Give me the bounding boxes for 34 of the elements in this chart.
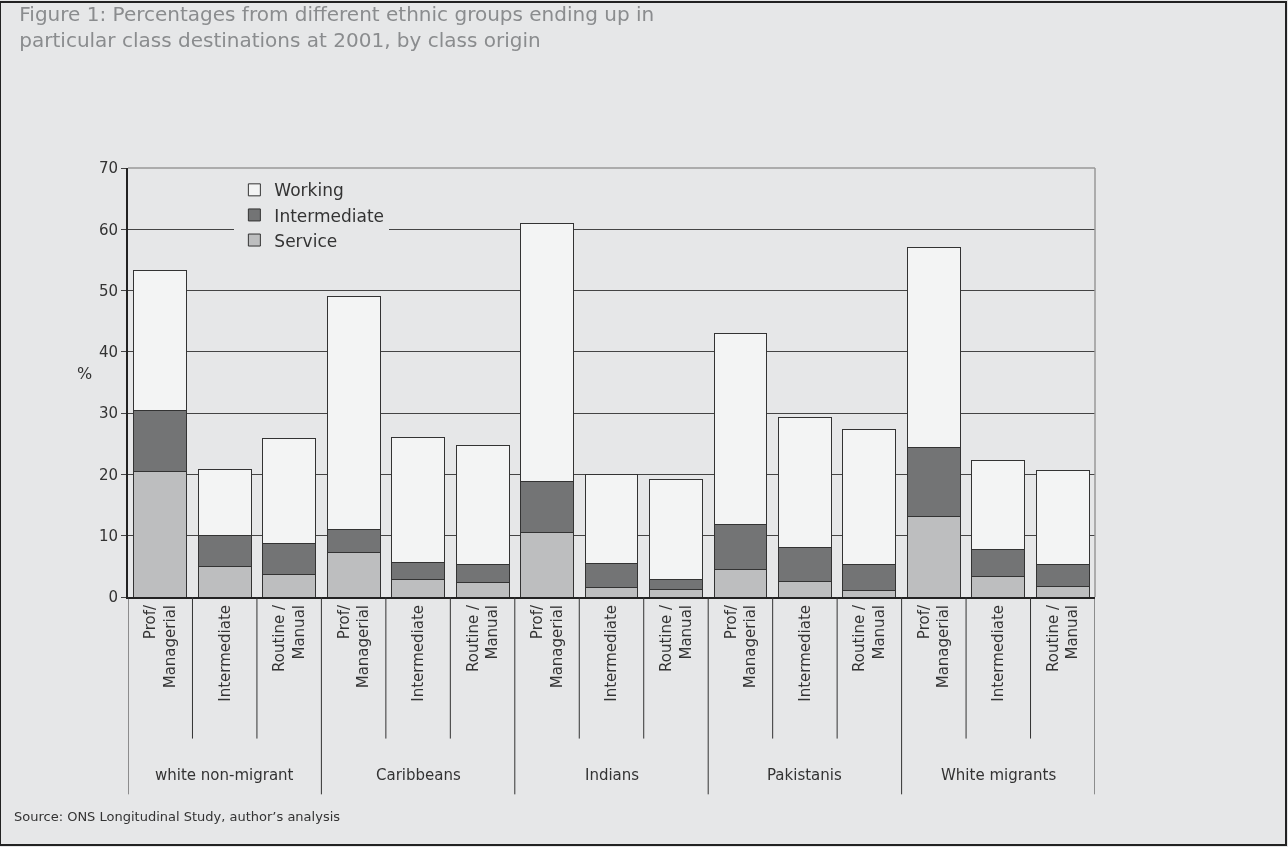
chart-title: Figure 1: Percentages from different ethnic groups ending up in particular class destinations at 2001, by class origin [19, 2, 655, 53]
y-tick-label: 70 [98, 159, 118, 178]
x-tick-label: Intermediate [602, 605, 621, 702]
source-note: Source: ONS Longitudinal Study, author’s analysis [14, 809, 341, 824]
x-tick-label: Routine / Manual [270, 604, 308, 673]
x-tick-label: Intermediate [989, 605, 1008, 702]
y-tick-label: 50 [98, 281, 118, 300]
text: white non-migrant [155, 766, 294, 784]
legend-label: Service [274, 230, 338, 251]
y-tick-label: 30 [98, 404, 118, 423]
y-axis-title: % [77, 364, 93, 383]
legend-label: Working [274, 180, 344, 201]
x-tick-label: Routine / Manual [463, 604, 502, 673]
y-tick-label: 0 [108, 588, 118, 607]
x-tick-label: Intermediate [795, 605, 814, 702]
x-tick-label: Prof/ Managerial [334, 604, 373, 689]
text: White migrants [941, 766, 1057, 784]
text: Pakistanis [767, 766, 842, 784]
x-tick-label: Routine / Manual [657, 604, 695, 673]
text: Caribbeans [376, 766, 461, 784]
y-tick-label: 20 [98, 465, 118, 484]
text: Indians [585, 766, 640, 784]
x-tick-label: Prof/ Managerial [141, 604, 179, 689]
legend-label: Intermediate [274, 205, 385, 226]
y-tick-label: 60 [98, 220, 118, 239]
y-tick-label: 10 [98, 526, 118, 545]
x-tick-label: Prof/ Managerial [914, 604, 953, 689]
x-tick-label: Routine / Manual [850, 604, 888, 673]
x-tick-label: Intermediate [408, 605, 427, 702]
x-tick-label: Prof/ Managerial [528, 604, 566, 689]
x-tick-label: Routine / Manual [1043, 604, 1082, 673]
x-tick-label: Prof/ Managerial [721, 604, 760, 689]
x-tick-label: Intermediate [215, 605, 234, 702]
y-tick-label: 40 [98, 343, 118, 362]
